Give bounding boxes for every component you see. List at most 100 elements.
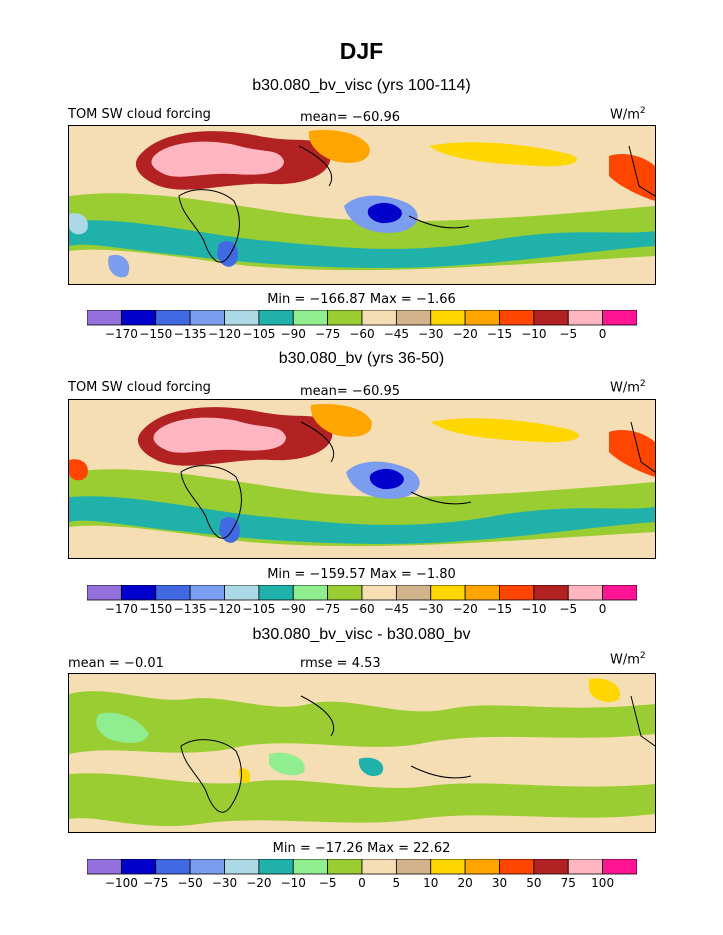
colorbar-tick-label: −20: [246, 876, 271, 889]
colorbar-swatch: [224, 858, 260, 875]
colorbar-swatch: [464, 309, 500, 326]
panel-1-mean: mean= −60.96: [300, 110, 401, 125]
panel-1-title: b30.080_bv_visc (yrs 100-114): [252, 77, 471, 94]
colorbar-tick-label: −135: [174, 602, 207, 615]
colorbar-swatch: [395, 584, 432, 601]
colorbar-swatch: [189, 584, 225, 601]
panel-3-rmse: rmse = 4.53: [300, 656, 381, 671]
panel-3-title: b30.080_bv_visc - b30.080_bv: [252, 626, 471, 643]
panel-2-blob: [310, 403, 372, 437]
colorbar-swatch: [567, 309, 604, 326]
colorbar-swatch: [189, 858, 225, 875]
colorbar-tick-label: −60: [349, 327, 374, 340]
colorbar-swatch: [86, 309, 122, 326]
panel-3-coastlines: [180, 695, 656, 813]
panel-3-blob: [269, 752, 305, 776]
panel-3-minmax: Min = −17.26 Max = 22.62: [272, 841, 451, 856]
colorbar-tick-label: −120: [208, 327, 241, 340]
colorbar-tick-label: 0: [599, 602, 607, 615]
panel-1-blob: [69, 213, 88, 235]
colorbar-swatch: [602, 858, 638, 875]
colorbar-swatch: [499, 858, 535, 875]
colorbar-tick-label: 50: [526, 876, 541, 889]
colorbar-tick-label: −75: [315, 602, 340, 615]
panel-1-minmax: Min = −166.87 Max = −1.66: [267, 292, 456, 307]
colorbar-swatch: [189, 309, 225, 326]
panel-3-mean: mean = −0.01: [68, 656, 164, 671]
panel-2-blob: [431, 418, 580, 443]
panel-2-colorbar: −170 −150 −135 −120 −105 −90 −75 −60 −45 −30 −20 −1…: [86, 584, 638, 616]
colorbar-tick-label: −120: [208, 602, 241, 615]
colorbar-swatch: [464, 858, 500, 875]
colorbar-swatch: [499, 309, 535, 326]
panel-2-blob: [69, 459, 88, 481]
colorbar-tick-label: −135: [174, 327, 207, 340]
panel-3-map: [68, 673, 656, 833]
colorbar-tick-label: −60: [349, 602, 374, 615]
colorbar-swatch: [86, 858, 122, 875]
panel-1-map-svg: [69, 126, 656, 284]
panel-3-blob: [96, 712, 149, 743]
colorbar-swatch: [533, 309, 569, 326]
colorbar-swatch: [120, 858, 157, 875]
panel-2-blob: [153, 417, 286, 453]
panel-2-blob: [219, 517, 240, 543]
colorbar-tick-label: −90: [281, 327, 306, 340]
colorbar-swatch: [292, 309, 329, 326]
colorbar-swatch: [361, 858, 397, 875]
colorbar-swatch: [602, 584, 638, 601]
colorbar-tick-label: −90: [281, 602, 306, 615]
panel-3-colorbar: −100 −75 −50 −30 −20 −10 −5 0 5 10 20 30 50 75 100: [86, 858, 638, 890]
colorbar-tick-label: −105: [242, 327, 275, 340]
panel-1-blob: [429, 142, 578, 167]
panel-2-minmax: Min = −159.57 Max = −1.80: [267, 567, 456, 582]
colorbar-swatch: [395, 858, 432, 875]
panel-2-blob: [369, 468, 404, 490]
panel-1-coastlines: [178, 145, 656, 263]
panel-2-band: [69, 496, 655, 544]
colorbar-tick-label: 20: [457, 876, 472, 889]
colorbar-swatch: [464, 584, 500, 601]
panel-2-coastlines: [180, 421, 656, 539]
colorbar-swatch: [327, 309, 363, 326]
colorbar-swatch: [155, 858, 191, 875]
colorbar-swatch: [533, 858, 569, 875]
panel-1-field-label: TOM SW cloud forcing: [68, 107, 211, 122]
panel-1-colorbar: −170 −150 −135 −120 −105 −90 −75 −60 −45 −30 −20 −1…: [86, 309, 638, 341]
colorbar-tick-label: −20: [452, 327, 477, 340]
colorbar-swatch: [567, 584, 604, 601]
colorbar-swatch: [327, 858, 363, 875]
colorbar-swatch: [258, 858, 294, 875]
colorbar-tick-label: −100: [105, 876, 138, 889]
colorbar-tick-label: −15: [487, 327, 512, 340]
colorbar-swatch: [361, 309, 397, 326]
page-title: DJF: [339, 38, 384, 64]
colorbar-tick-label: −10: [521, 327, 546, 340]
colorbar-swatch: [86, 584, 122, 601]
colorbar-tick-label: −150: [139, 327, 172, 340]
colorbar-tick-label: −30: [418, 327, 443, 340]
colorbar-tick-label: −5: [559, 602, 577, 615]
panel-2-map: [68, 399, 656, 559]
colorbar-tick-label: −10: [521, 602, 546, 615]
colorbar-swatch: [533, 584, 569, 601]
colorbar-tick-label: −10: [281, 876, 306, 889]
colorbar-swatch: [327, 584, 363, 601]
colorbar-tick-label: −50: [177, 876, 202, 889]
colorbar-tick-label: −30: [212, 876, 237, 889]
colorbar-tick-label: −15: [487, 602, 512, 615]
colorbar-tick-label: −170: [105, 602, 138, 615]
colorbar-tick-label: 75: [561, 876, 576, 889]
panel-1-map: [68, 125, 656, 285]
panel-2-units: W/m2: [610, 379, 646, 396]
colorbar-tick-label: −5: [319, 876, 337, 889]
colorbar-tick-label: 0: [599, 327, 607, 340]
colorbar-swatch: [292, 584, 329, 601]
panel-3-blob: [358, 757, 384, 777]
colorbar-tick-label: −170: [105, 327, 138, 340]
panel-3-units: W/m2: [610, 651, 646, 668]
colorbar-tick-label: 10: [423, 876, 438, 889]
colorbar-tick-label: −75: [315, 327, 340, 340]
colorbar-swatch: [430, 858, 466, 875]
panel-1-blob: [217, 241, 238, 267]
